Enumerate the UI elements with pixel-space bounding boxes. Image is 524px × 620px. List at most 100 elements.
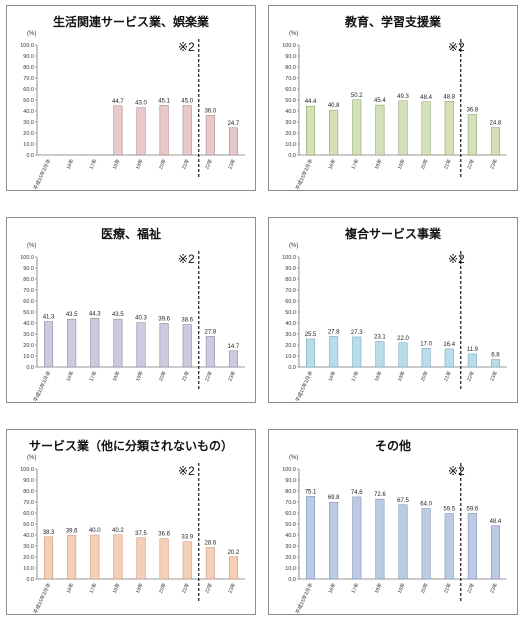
data-label: 69.8 xyxy=(328,495,340,501)
bar xyxy=(444,101,454,156)
y-tick-label: 50.0 xyxy=(23,98,34,104)
x-tick-label: 18年 xyxy=(373,370,384,383)
data-label: 20.2 xyxy=(228,550,240,556)
unit-label: (%) xyxy=(27,31,36,37)
bar xyxy=(352,336,362,368)
y-tick-label: 50.0 xyxy=(23,310,34,316)
x-tick-label: 23年 xyxy=(226,582,237,595)
bar xyxy=(67,318,77,368)
x-tick-label: 21年 xyxy=(442,158,453,171)
y-tick-label: 80.0 xyxy=(23,277,34,283)
data-label: 40.3 xyxy=(135,316,147,322)
x-tick-label: 20年 xyxy=(157,582,168,595)
x-tick-label: 18年 xyxy=(111,370,122,383)
y-tick-label: 100.0 xyxy=(20,467,34,473)
y-tick-label: 80.0 xyxy=(285,65,296,71)
bar xyxy=(228,350,238,368)
x-tick-label: 21年 xyxy=(180,370,191,383)
x-tick-label: 20年 xyxy=(157,158,168,171)
bar xyxy=(113,105,123,156)
bar xyxy=(490,127,500,156)
chart-panel-other-services: サービス業（他に分類されないもの） ※2 (%) 0.0 10.0 20.0 30.0 4… xyxy=(6,429,256,615)
bar xyxy=(375,498,385,580)
y-tick-label: 90.0 xyxy=(23,266,34,272)
bar xyxy=(421,508,431,580)
data-label: 24.8 xyxy=(490,121,502,127)
unit-label: (%) xyxy=(27,455,36,461)
bar xyxy=(375,341,385,368)
y-tick-label: 20.0 xyxy=(285,555,296,561)
bar xyxy=(205,336,215,368)
chart-svg: (%) 0.0 10.0 20.0 30.0 40.0 50.0 60.0 70.0 80.0 90… xyxy=(20,455,245,615)
bar xyxy=(490,359,500,368)
y-tick-label: 70.0 xyxy=(285,500,296,506)
data-label: 40.2 xyxy=(112,528,124,534)
bar xyxy=(228,127,238,156)
y-tick-label: 100.0 xyxy=(282,43,296,49)
y-tick-label: 30.0 xyxy=(23,332,34,338)
bar xyxy=(205,115,215,156)
x-tick-label: 23年 xyxy=(226,158,237,171)
y-tick-label: 80.0 xyxy=(285,489,296,495)
chart-svg: (%) 0.0 10.0 20.0 30.0 40.0 50.0 60.0 70.0 80.0 90… xyxy=(20,243,245,403)
y-tick-label: 40.0 xyxy=(23,109,34,115)
unit-label: (%) xyxy=(289,455,298,461)
chart-title: サービス業（他に分類されないもの） xyxy=(28,439,233,453)
data-label: 44.3 xyxy=(89,311,101,317)
bar xyxy=(182,324,192,368)
x-tick-label: 平成15年3月卒 xyxy=(32,582,52,615)
x-tick-label: 平成15年3月卒 xyxy=(294,370,314,403)
bar xyxy=(182,105,192,156)
x-tick-label: 16年 xyxy=(65,370,76,383)
chart-title: その他 xyxy=(374,439,411,453)
data-label: 49.3 xyxy=(397,94,409,100)
data-label: 38.3 xyxy=(43,530,55,536)
y-tick-label: 40.0 xyxy=(285,321,296,327)
x-tick-label: 16年 xyxy=(327,370,338,383)
x-tick-label: 平成15年3月卒 xyxy=(32,158,52,191)
x-tick-label: 17年 xyxy=(350,582,361,595)
data-label: 27.8 xyxy=(328,329,340,335)
data-label: 27.3 xyxy=(351,330,363,336)
x-tick-label: 20年 xyxy=(157,370,168,383)
x-tick-label: 17年 xyxy=(88,158,99,171)
chart-title: 教育、学習支援業 xyxy=(344,15,441,29)
data-label: 59.5 xyxy=(443,507,455,513)
chart-svg: (%) 0.0 10.0 20.0 30.0 40.0 50.0 60.0 70.0 80.0 90… xyxy=(282,243,507,403)
bar xyxy=(113,534,123,580)
y-tick-label: 80.0 xyxy=(23,65,34,71)
y-tick-label: 100.0 xyxy=(282,467,296,473)
data-label: 74.6 xyxy=(351,490,363,496)
chart-panel-education: 教育、学習支援業 ※2 (%) 0.0 10.0 20.0 30.0 40.0 50.0 60… xyxy=(268,5,518,191)
x-tick-label: 22年 xyxy=(465,370,476,383)
x-tick-label: 平成15年3月卒 xyxy=(294,158,314,191)
x-tick-label: 20年 xyxy=(419,582,430,595)
chart-svg: (%) 0.0 10.0 20.0 30.0 40.0 50.0 60.0 70.0 80.0 90… xyxy=(20,31,245,191)
x-tick-label: 19年 xyxy=(134,370,145,383)
data-label: 39.6 xyxy=(158,316,170,322)
unit-label: (%) xyxy=(27,243,36,249)
data-label: 45.1 xyxy=(158,98,170,104)
x-tick-label: 23年 xyxy=(488,370,499,383)
chart-panel-compound-service: 複合サービス事業 ※2 (%) 0.0 10.0 20.0 30.0 40.0 50.0 60… xyxy=(268,217,518,403)
y-tick-label: 40.0 xyxy=(285,533,296,539)
data-label: 36.8 xyxy=(466,108,478,114)
data-label: 48.4 xyxy=(420,95,432,101)
y-tick-label: 60.0 xyxy=(285,87,296,93)
bar xyxy=(67,535,77,580)
bar xyxy=(352,496,362,580)
y-tick-label: 80.0 xyxy=(285,277,296,283)
chart-panel-others: その他 ※2 (%) 0.0 10.0 20.0 30.0 40.0 50.0 60.0 70.… xyxy=(268,429,518,615)
bar xyxy=(306,496,316,580)
y-tick-label: 60.0 xyxy=(23,87,34,93)
x-tick-label: 19年 xyxy=(396,582,407,595)
x-tick-label: 平成15年3月卒 xyxy=(294,582,314,615)
x-tick-label: 19年 xyxy=(134,582,145,595)
data-label: 43.5 xyxy=(112,312,124,318)
bar xyxy=(329,109,339,156)
data-label: 37.5 xyxy=(135,531,147,537)
chart-panel-lifestyle: 生活関連サービス業、娯楽業 ※2 (%) 0.0 10.0 20.0 30.0 40.0 5… xyxy=(6,5,256,191)
x-tick-label: 16年 xyxy=(327,582,338,595)
chart-title: 医療、福祉 xyxy=(100,227,161,241)
y-tick-label: 50.0 xyxy=(285,522,296,528)
